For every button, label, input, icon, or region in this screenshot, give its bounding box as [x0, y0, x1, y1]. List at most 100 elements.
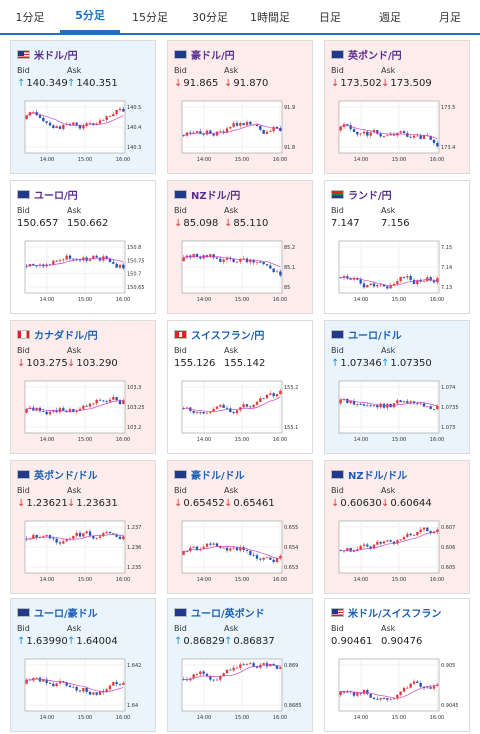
candle-body: [339, 277, 342, 279]
chart-container[interactable]: 103.3 103.25 103.2 14:00 15:00 16:00: [23, 379, 145, 449]
pair-name[interactable]: NZドル/円: [191, 190, 241, 202]
chart-container[interactable]: 7.15 7.14 7.13 14:00 15:00 16:00: [337, 239, 459, 309]
pair-name[interactable]: 英ポンド/ドル: [34, 470, 98, 482]
rate-card[interactable]: ユーロ/円 Bid Ask 150.657 150.662 150.8 150.75 150.…: [10, 180, 156, 314]
pair-name[interactable]: ユーロ/円: [34, 190, 78, 202]
tab-2[interactable]: 15分足: [132, 10, 168, 24]
candle-body: [95, 692, 98, 695]
chart-container[interactable]: 0.905 0.9045 14:00 15:00 16:00: [337, 657, 459, 727]
rate-card[interactable]: 米ドル/スイスフラン Bid Ask 0.90461 0.90476 0.905 0.904…: [324, 598, 470, 732]
pair-title[interactable]: NZドル/ドル: [331, 467, 408, 482]
pair-name[interactable]: カナダドル/円: [34, 330, 98, 342]
tab-4[interactable]: 1時間足: [250, 10, 290, 24]
tab-5[interactable]: 日足: [319, 10, 341, 24]
pair-name[interactable]: 豪ドル/ドル: [191, 470, 245, 482]
candle-body: [416, 280, 419, 285]
za-flag-icon: [331, 189, 344, 199]
chart-container[interactable]: 1.237 1.236 1.235 14:00 15:00 16:00: [23, 519, 145, 589]
pair-title[interactable]: カナダドル/円: [17, 327, 98, 342]
rate-card[interactable]: 英ポンド/円 Bid Ask ↓ 173.502 ↓ 173.509 173.5 173.4 14…: [324, 40, 470, 174]
pair-title[interactable]: ユーロ/ドル: [331, 327, 402, 342]
pair-title[interactable]: ユーロ/英ポンド: [174, 605, 265, 620]
rate-card[interactable]: ユーロ/ドル Bid Ask ↑ 1.07346 ↑ 1.07350 1.074 1.0735 1…: [324, 320, 470, 454]
moving-average-line: [340, 685, 438, 699]
tab-6[interactable]: 週足: [379, 10, 401, 24]
candle-body: [359, 692, 362, 694]
chart-container[interactable]: 0.655 0.654 0.653 14:00 15:00 16:00: [180, 519, 302, 589]
pair-name[interactable]: NZドル/ドル: [348, 470, 408, 482]
candle-body: [242, 404, 245, 408]
y-tick-label: 0.869: [284, 663, 298, 669]
x-tick-label: 14:00: [40, 577, 54, 583]
tab-0[interactable]: 1分足: [15, 10, 45, 24]
pair-name[interactable]: ユーロ/豪ドル: [34, 608, 98, 620]
chart-container[interactable]: 155.2 155.1 14:00 15:00 16:00: [180, 379, 302, 449]
y-tick-label: 140.4: [127, 125, 141, 131]
pair-title[interactable]: NZドル/円: [174, 187, 241, 202]
pair-name[interactable]: 英ポンド/円: [348, 50, 402, 62]
pair-title[interactable]: 豪ドル/ドル: [174, 467, 245, 482]
rate-card[interactable]: NZドル/ドル Bid Ask ↓ 0.60630 ↓ 0.60644 0.607 0.606 0…: [324, 460, 470, 594]
chart-container[interactable]: 1.642 1.64 14:00 15:00 16:00: [23, 657, 145, 727]
candle-body: [409, 136, 412, 138]
pair-title[interactable]: 英ポンド/ドル: [17, 467, 98, 482]
candle-body: [105, 689, 108, 693]
pair-name[interactable]: 米ドル/スイスフラン: [348, 608, 442, 620]
candle-body: [82, 687, 85, 692]
rate-card[interactable]: スイスフラン/円 Bid Ask 155.126 155.142 155.2 155.1 14…: [167, 320, 313, 454]
rate-card[interactable]: 英ポンド/ドル Bid Ask ↓ 1.23621 ↓ 1.23631 1.237 1.236 1…: [10, 460, 156, 594]
candle-body: [432, 685, 436, 689]
rate-card[interactable]: 豪ドル/円 Bid Ask ↓ 91.865 ↓ 91.870 91.9 91.8 14:00 15…: [167, 40, 313, 174]
pair-title[interactable]: ランド/円: [331, 187, 392, 202]
candle-body: [229, 257, 232, 260]
rate-card[interactable]: 豪ドル/ドル Bid Ask ↓ 0.65452 ↓ 0.65461 0.655 0.654 0.…: [167, 460, 313, 594]
candle-body: [192, 674, 195, 679]
rate-card[interactable]: ユーロ/豪ドル Bid Ask ↑ 1.63990 ↑ 1.64004 1.642 1.64 14…: [10, 598, 156, 732]
tab-3[interactable]: 30分足: [192, 10, 228, 24]
tab-1[interactable]: 5分足: [60, 0, 120, 33]
bid-value: 155.126: [174, 358, 215, 369]
rate-card[interactable]: カナダドル/円 Bid Ask ↓ 103.275 ↓ 103.290 103.3 103.25…: [10, 320, 156, 454]
pair-name[interactable]: ユーロ/英ポンド: [191, 608, 265, 620]
candle-body: [222, 259, 225, 262]
eu-au-flag-icon: [17, 607, 30, 617]
chart-container[interactable]: 1.074 1.0735 1.073 14:00 15:00 16:00: [337, 379, 459, 449]
candle-body: [376, 130, 379, 134]
candle-body: [349, 125, 352, 130]
chart-container[interactable]: 173.5 173.4 14:00 15:00 16:00: [337, 99, 459, 169]
candle-body: [242, 258, 245, 260]
candle-body: [182, 408, 185, 409]
pair-title[interactable]: ユーロ/円: [17, 187, 78, 202]
chart-container[interactable]: 0.869 0.8685 14:00 15:00 16:00: [180, 657, 302, 727]
chart-container[interactable]: 0.607 0.606 0.605 14:00 15:00 16:00: [337, 519, 459, 589]
pair-title[interactable]: ユーロ/豪ドル: [17, 605, 98, 620]
arrow-up-icon: ↑: [17, 636, 26, 647]
tab-7[interactable]: 月足: [439, 10, 461, 24]
rate-card[interactable]: ユーロ/英ポンド Bid Ask ↑ 0.86829 ↑ 0.86837 0.869 0.868…: [167, 598, 313, 732]
candle-body: [412, 535, 416, 536]
pair-title[interactable]: 豪ドル/円: [174, 47, 235, 62]
rate-card[interactable]: 米ドル/円 Bid Ask ↑ 140.349 ↑ 140.351 140.5 140.4 140…: [10, 40, 156, 174]
pair-name[interactable]: 豪ドル/円: [191, 50, 235, 62]
pair-name[interactable]: 米ドル/円: [34, 50, 78, 62]
x-tick-label: 16:00: [430, 577, 444, 583]
pair-title[interactable]: 米ドル/スイスフラン: [331, 605, 442, 620]
candle-body: [222, 547, 225, 549]
candle-body: [65, 539, 68, 542]
rate-card[interactable]: ランド/円 Bid Ask 7.147 7.156 7.15 7.14 7.13 14:00 15…: [324, 180, 470, 314]
chart-container[interactable]: 140.5 140.4 140.3 14:00 15:00 16:00: [23, 99, 145, 169]
candle-body: [352, 551, 356, 552]
pair-name[interactable]: ランド/円: [348, 190, 392, 202]
ask-value: ↑ 140.351: [67, 78, 118, 89]
pair-title[interactable]: 米ドル/円: [17, 47, 78, 62]
rate-card[interactable]: NZドル/円 Bid Ask ↓ 85.098 ↓ 85.110 85.2 85.1 85 14:0…: [167, 180, 313, 314]
pair-title[interactable]: スイスフラン/円: [174, 327, 265, 342]
pair-name[interactable]: ユーロ/ドル: [348, 330, 402, 342]
chart-container[interactable]: 150.8 150.75 150.7 150.65 14:00 15:00 16:00: [23, 239, 145, 309]
chart-container[interactable]: 85.2 85.1 85 14:00 15:00 16:00: [180, 239, 302, 309]
chart-container[interactable]: 91.9 91.8 14:00 15:00 16:00: [180, 99, 302, 169]
pair-name[interactable]: スイスフラン/円: [191, 330, 265, 342]
candle-body: [42, 117, 45, 122]
candle-body: [98, 536, 102, 538]
pair-title[interactable]: 英ポンド/円: [331, 47, 402, 62]
